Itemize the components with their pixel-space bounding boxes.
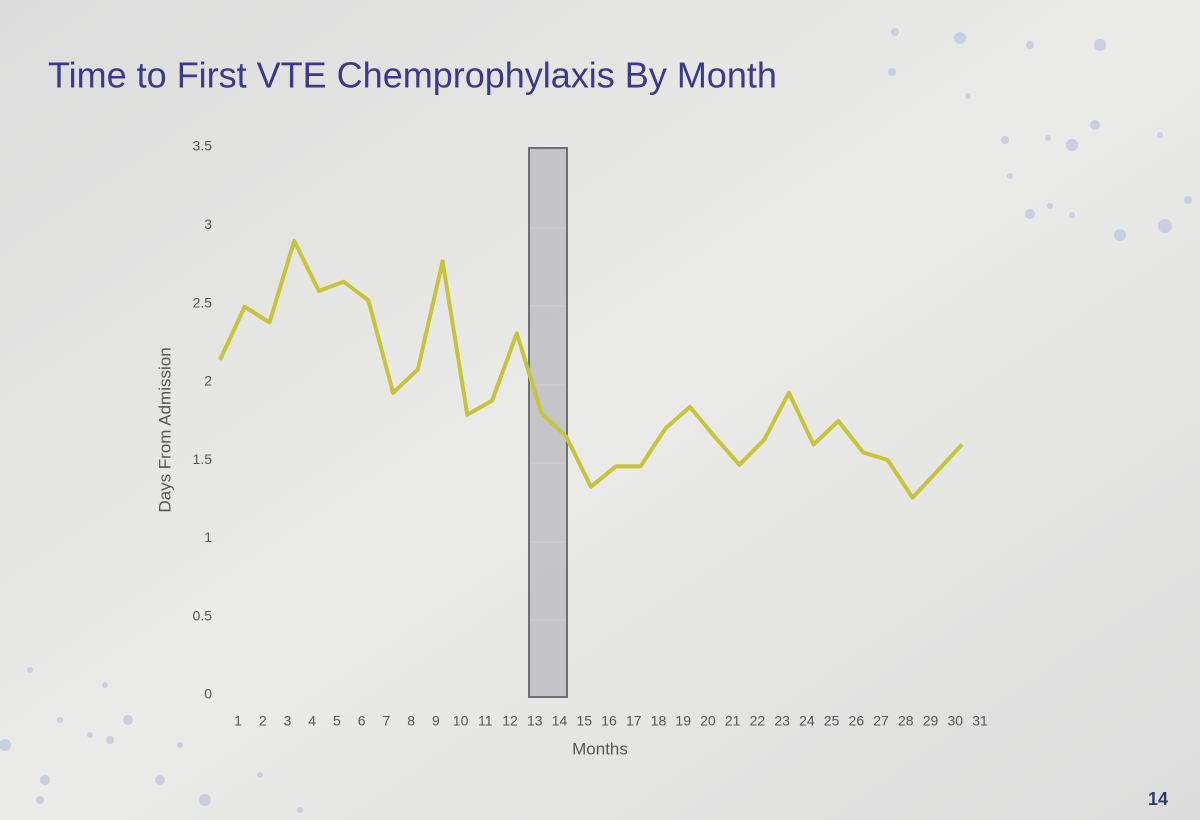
x-tick-label: 28: [898, 713, 914, 729]
x-tick-label: 24: [799, 713, 815, 729]
x-tick-label: 23: [774, 713, 790, 729]
x-tick-label: 30: [947, 713, 963, 729]
x-tick-label: 18: [651, 713, 667, 729]
page-number: 14: [1148, 789, 1168, 809]
y-tick-label: 1.5: [193, 451, 213, 467]
x-tick-label: 20: [700, 713, 716, 729]
x-tick-label: 25: [824, 713, 840, 729]
x-tick-label: 2: [259, 713, 267, 729]
x-tick-label: 9: [432, 713, 440, 729]
x-tick-label: 31: [972, 713, 988, 729]
x-tick-label: 1: [234, 713, 242, 729]
x-tick-label: 17: [626, 713, 642, 729]
x-tick-label: 22: [750, 713, 766, 729]
x-axis-label: Months: [572, 739, 628, 758]
x-tick-label: 6: [358, 713, 366, 729]
x-tick-label: 13: [527, 713, 543, 729]
x-tick-label: 27: [873, 713, 889, 729]
x-tick-label: 7: [383, 713, 391, 729]
x-tick-label: 21: [725, 713, 741, 729]
y-tick-label: 0: [204, 686, 212, 702]
x-tick-label: 26: [849, 713, 865, 729]
x-tick-label: 3: [284, 713, 292, 729]
highlight-band: [528, 147, 568, 698]
chart-title: Time to First VTE Chemprophylaxis By Mon…: [48, 55, 777, 96]
y-tick-label: 2.5: [193, 294, 213, 310]
x-tick-label: 19: [675, 713, 691, 729]
y-tick-label: 2: [204, 373, 212, 389]
x-tick-label: 4: [308, 713, 316, 729]
y-tick-label: 0.5: [193, 607, 213, 623]
x-tick-label: 14: [552, 713, 568, 729]
y-tick-label: 3: [204, 216, 212, 232]
x-tick-label: 5: [333, 713, 341, 729]
x-tick-label: 11: [478, 713, 493, 729]
x-tick-label: 16: [601, 713, 617, 729]
x-tick-label: 29: [923, 713, 939, 729]
y-tick-label: 1: [204, 529, 212, 545]
x-tick-label: 12: [502, 713, 518, 729]
y-axis-label: Days From Admission: [155, 347, 174, 512]
data-line: [218, 238, 964, 500]
x-tick-label: 8: [407, 713, 415, 729]
x-tick-label: 15: [576, 713, 592, 729]
y-tick-label: 3.5: [193, 138, 213, 154]
decorative-dots: [0, 28, 1192, 813]
x-tick-label: 10: [453, 713, 469, 729]
